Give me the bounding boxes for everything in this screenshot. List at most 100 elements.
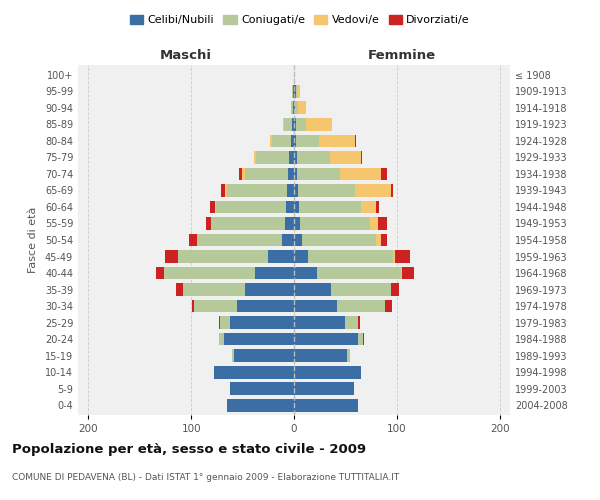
Bar	[245, 283, 294, 296]
Bar	[209, 200, 215, 213]
Bar	[216, 200, 286, 213]
Bar	[294, 217, 300, 230]
Bar	[294, 300, 337, 312]
Bar	[294, 234, 302, 246]
Bar	[227, 184, 287, 197]
Bar	[291, 134, 294, 147]
Bar	[224, 332, 294, 345]
Bar	[340, 168, 382, 180]
Bar	[295, 102, 298, 114]
Bar	[219, 316, 220, 329]
Bar	[178, 250, 268, 263]
Bar	[268, 250, 294, 263]
Text: Popolazione per età, sesso e stato civile - 2009: Popolazione per età, sesso e stato civil…	[12, 442, 366, 456]
Bar	[363, 332, 364, 345]
Bar	[294, 184, 298, 197]
Bar	[227, 398, 294, 411]
Bar	[395, 250, 410, 263]
Bar	[232, 349, 235, 362]
Bar	[307, 118, 332, 131]
Bar	[294, 382, 353, 395]
Bar	[294, 266, 317, 280]
Bar	[319, 134, 355, 147]
Bar	[293, 102, 294, 114]
Bar	[294, 200, 299, 213]
Bar	[166, 250, 178, 263]
Bar	[317, 266, 401, 280]
Bar	[294, 151, 297, 164]
Bar	[297, 151, 330, 164]
Bar	[284, 118, 292, 131]
Bar	[289, 151, 294, 164]
Bar	[254, 151, 256, 164]
Bar	[292, 85, 293, 98]
Bar	[361, 200, 376, 213]
Legend: Celibi/Nubili, Coniugati/e, Vedovi/e, Divorziati/e: Celibi/Nubili, Coniugati/e, Vedovi/e, Di…	[125, 10, 475, 30]
Bar	[376, 234, 382, 246]
Bar	[294, 316, 346, 329]
Bar	[358, 332, 363, 345]
Bar	[296, 85, 297, 98]
Bar	[294, 250, 308, 263]
Text: COMUNE DI PEDAVENA (BL) - Dati ISTAT 1° gennaio 2009 - Elaborazione TUTTITALIA.I: COMUNE DI PEDAVENA (BL) - Dati ISTAT 1° …	[12, 472, 399, 482]
Bar	[294, 134, 296, 147]
Bar	[220, 316, 230, 329]
Bar	[294, 349, 347, 362]
Bar	[272, 134, 291, 147]
Bar	[194, 300, 238, 312]
Bar	[355, 134, 356, 147]
Bar	[215, 200, 216, 213]
Bar	[330, 151, 361, 164]
Y-axis label: Fasce di età: Fasce di età	[28, 207, 38, 273]
Bar	[206, 217, 211, 230]
Bar	[288, 168, 294, 180]
Bar	[401, 266, 402, 280]
Bar	[214, 366, 294, 378]
Bar	[391, 184, 393, 197]
Bar	[361, 151, 362, 164]
Bar	[393, 250, 395, 263]
Bar	[308, 250, 393, 263]
Bar	[230, 382, 294, 395]
Bar	[197, 234, 281, 246]
Bar	[285, 217, 294, 230]
Bar	[382, 234, 386, 246]
Bar	[294, 102, 295, 114]
Bar	[239, 168, 242, 180]
Bar	[379, 217, 386, 230]
Bar	[370, 217, 379, 230]
Bar	[302, 234, 376, 246]
Bar	[192, 300, 194, 312]
Bar	[298, 184, 355, 197]
Text: Maschi: Maschi	[160, 48, 212, 62]
Bar	[235, 349, 294, 362]
Bar	[271, 134, 272, 147]
Bar	[281, 234, 294, 246]
Bar	[286, 200, 294, 213]
Bar	[164, 266, 255, 280]
Bar	[256, 151, 289, 164]
Bar	[291, 102, 293, 114]
Bar	[296, 134, 319, 147]
Bar	[294, 332, 358, 345]
Bar	[230, 316, 294, 329]
Bar	[287, 184, 294, 197]
Bar	[385, 300, 392, 312]
Bar	[293, 85, 294, 98]
Bar	[294, 168, 297, 180]
Bar	[331, 283, 391, 296]
Bar	[242, 168, 245, 180]
Bar	[337, 300, 385, 312]
Bar	[294, 118, 296, 131]
Bar	[355, 184, 391, 197]
Bar	[221, 184, 225, 197]
Bar	[245, 168, 288, 180]
Bar	[225, 184, 227, 197]
Bar	[255, 266, 294, 280]
Bar	[238, 300, 294, 312]
Bar	[298, 102, 307, 114]
Bar	[297, 168, 340, 180]
Bar	[402, 266, 415, 280]
Bar	[296, 118, 307, 131]
Bar	[358, 316, 360, 329]
